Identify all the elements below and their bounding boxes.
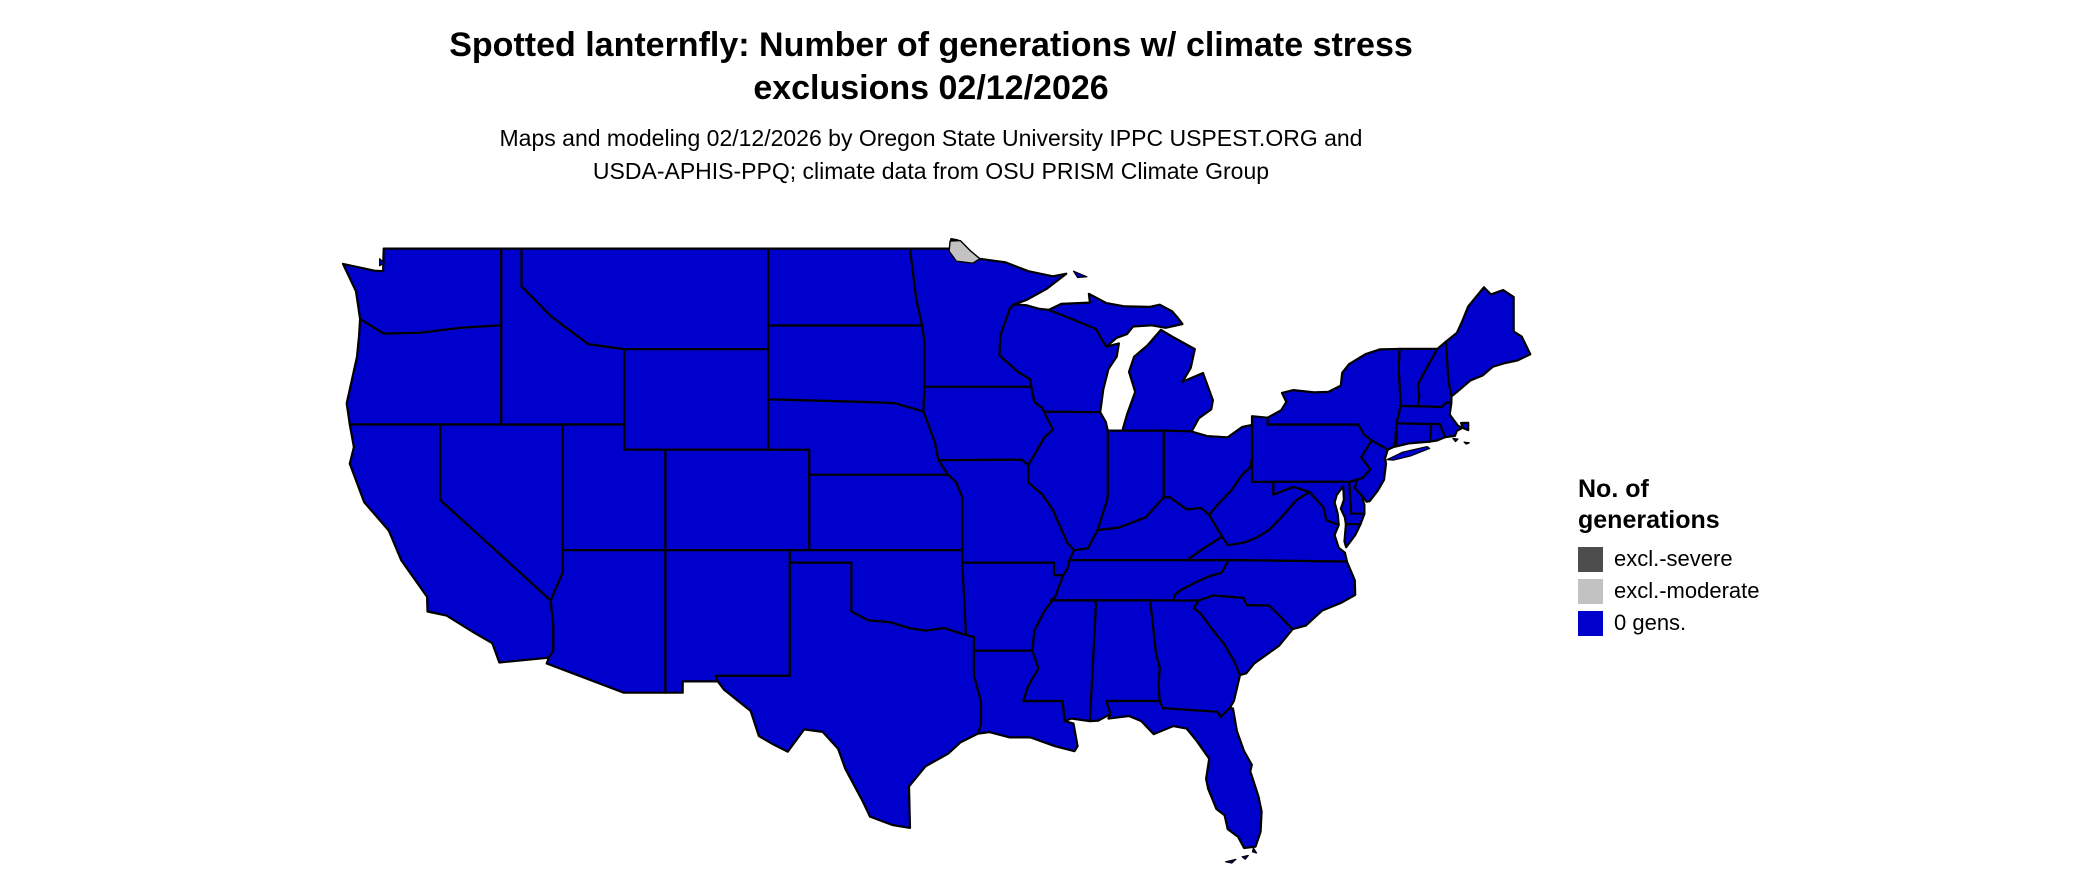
excl-severe-swatch [1578,546,1603,572]
state-CO [664,448,811,552]
excl-moderate-swatch [1578,578,1603,604]
island-florida-keys-1 [1251,847,1258,854]
state-NC [1172,558,1357,631]
figure-title-line2: exclusions 02/12/2026 [753,68,1109,107]
figure-subtitle: Maps and modeling 02/12/2026 by Oregon S… [500,122,1363,189]
state-WY [623,348,770,451]
patch-excl-moderate-northern-minnesota [948,239,981,264]
state-AZ [545,549,667,694]
state-WA [341,247,503,335]
state-KS [808,473,964,552]
island-nantucket [1463,441,1470,445]
state-OR [345,317,503,426]
state-TX [714,561,983,829]
island-florida-keys-2 [1241,854,1249,860]
state-MI_UPPER [1047,292,1184,348]
state-NM [664,549,791,694]
state-SD [767,324,926,413]
state-PA [1250,415,1373,483]
island-long-island [1386,446,1431,461]
state-ME [1444,286,1532,398]
legend-item-excl-severe: excl.-severe [1578,546,1760,572]
state-FL [1105,699,1263,850]
island-florida-keys-3 [1225,858,1237,864]
legend: No. of generations excl.-severe excl.-mod… [1578,474,1760,643]
island-san-juan-islands [379,258,386,267]
legend-item-zero-gens: 0 gens. [1578,610,1760,636]
island-isle-royale [1072,270,1088,279]
state-IL [1027,410,1109,552]
legend-title-line2: generations [1578,506,1720,535]
legend-item-excl-moderate: excl.-moderate [1578,578,1760,604]
legend-title-line1: No. of [1578,475,1649,503]
legend-items: excl.-severe excl.-moderate 0 gens. [1578,546,1760,636]
state-CT [1392,422,1433,449]
state-MI_LOWER [1121,328,1214,433]
state-NY [1266,347,1402,451]
state-NJ [1353,439,1389,503]
legend-label: excl.-moderate [1614,578,1760,603]
state-VA_EASTERN_SHORE [1343,523,1362,549]
legend-label: 0 gens. [1614,610,1687,635]
state-MD [1272,480,1366,527]
legend-title: No. of generations [1578,474,1760,537]
state-ND [767,247,924,327]
figure-title: Spotted lanternfly: Number of generation… [449,24,1413,109]
zero-gens-swatch [1578,610,1603,636]
island-marthas-vineyard [1452,437,1459,443]
legend-label: excl.-severe [1614,546,1733,571]
figure-subtitle-line1: Maps and modeling 02/12/2026 by Oregon S… [499,125,1363,151]
figure-subtitle-line2: USDA-APHIS-PPQ; climate data from OSU PR… [592,158,1270,185]
figure-title-line1: Spotted lanternfly: Number of generation… [449,26,1413,64]
